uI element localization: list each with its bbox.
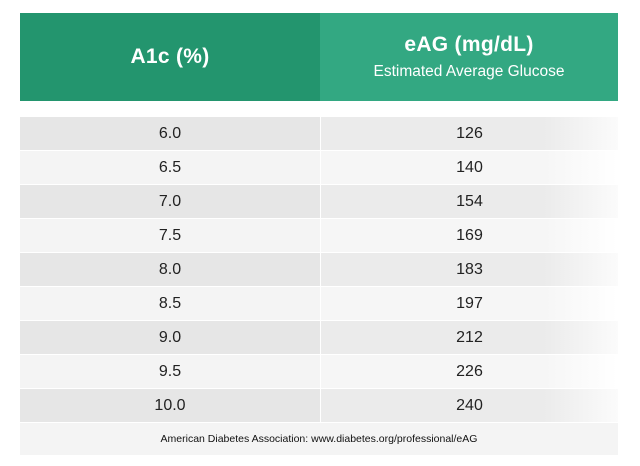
- a1c-value-cell: 9.5: [20, 355, 320, 388]
- a1c-value-cell: 10.0: [20, 389, 320, 422]
- eag-value-cell: 197: [320, 287, 618, 320]
- table-row: 9.5 226: [20, 355, 618, 389]
- eag-value-cell: 126: [320, 117, 618, 150]
- eag-header-subtitle: Estimated Average Glucose: [373, 63, 565, 80]
- a1c-value-cell: 8.0: [20, 253, 320, 286]
- table-row: 10.0 240: [20, 389, 618, 423]
- header-spacer: [20, 101, 618, 117]
- a1c-value-cell: 7.5: [20, 219, 320, 252]
- a1c-value-cell: 6.0: [20, 117, 320, 150]
- eag-column-header: eAG (mg/dL) Estimated Average Glucose: [320, 13, 618, 101]
- a1c-value-cell: 9.0: [20, 321, 320, 354]
- table-row: 7.5 169: [20, 219, 618, 253]
- source-citation: American Diabetes Association: www.diabe…: [160, 433, 478, 445]
- table-row: 8.0 183: [20, 253, 618, 287]
- eag-value-cell: 183: [320, 253, 618, 286]
- eag-value-cell: 154: [320, 185, 618, 218]
- table-body: 6.0 126 6.5 140 7.0 154 7.5 169 8.0 183 8.5 197 9.0 2…: [20, 117, 618, 423]
- a1c-eag-table: A1c (%) eAG (mg/dL) Estimated Average Gl…: [20, 13, 618, 455]
- eag-value-cell: 140: [320, 151, 618, 184]
- table-row: 8.5 197: [20, 287, 618, 321]
- table-row: 6.5 140: [20, 151, 618, 185]
- a1c-value-cell: 7.0: [20, 185, 320, 218]
- eag-value-cell: 212: [320, 321, 618, 354]
- a1c-column-header: A1c (%): [20, 13, 320, 101]
- eag-value-cell: 169: [320, 219, 618, 252]
- table-row: 9.0 212: [20, 321, 618, 355]
- table-row: 7.0 154: [20, 185, 618, 219]
- source-footer: American Diabetes Association: www.diabe…: [20, 423, 618, 455]
- eag-value-cell: 226: [320, 355, 618, 388]
- a1c-value-cell: 6.5: [20, 151, 320, 184]
- a1c-header-title: A1c (%): [130, 45, 210, 68]
- table-header: A1c (%) eAG (mg/dL) Estimated Average Gl…: [20, 13, 618, 101]
- eag-header-title: eAG (mg/dL): [404, 33, 534, 56]
- a1c-value-cell: 8.5: [20, 287, 320, 320]
- eag-value-cell: 240: [320, 389, 618, 422]
- table-row: 6.0 126: [20, 117, 618, 151]
